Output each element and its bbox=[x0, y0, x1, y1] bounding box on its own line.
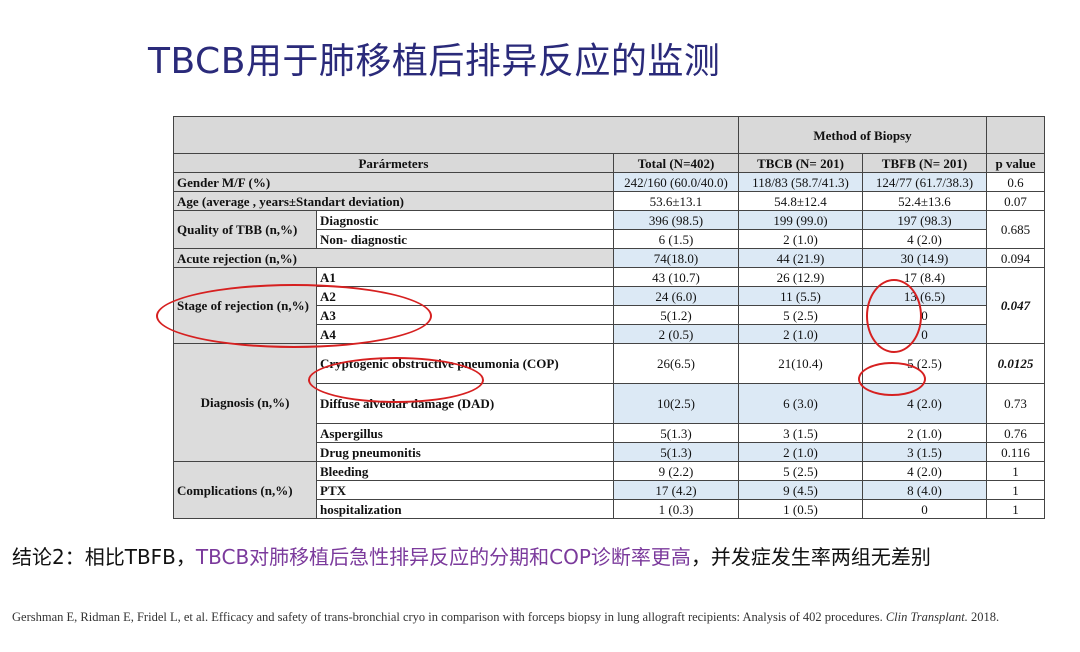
table-row: Age (average , years±Standart deviation)… bbox=[173, 191, 1045, 211]
conclusion-prefix: 结论2：相比TBFB， bbox=[12, 545, 196, 569]
reference-text: Gershman E, Ridman E, Fridel L, et al. E… bbox=[12, 610, 886, 624]
method-header: Method of Biopsy bbox=[738, 116, 987, 154]
conclusion-highlight: TBCB对肺移植后急性排异反应的分期和COP诊断率更高 bbox=[195, 545, 691, 569]
table-row: Diagnosis (n,%) Cryptogenic obstructive … bbox=[173, 343, 1045, 462]
reference-journal: Clin Transplant. bbox=[885, 610, 968, 624]
reference-year: 2018. bbox=[967, 610, 1000, 624]
header-blank-p bbox=[986, 116, 1045, 154]
conclusion-text: 结论2：相比TBFB，TBCB对肺移植后急性排异反应的分期和COP诊断率更高，并… bbox=[12, 543, 1072, 572]
table-row: hospitalization 1 (0.3) 1 (0.5) 0 1 bbox=[174, 499, 1045, 519]
col-tbcb: TBCB (N= 201) bbox=[738, 153, 863, 173]
page-title: TBCB用于肺移植后排异反应的监测 bbox=[148, 41, 721, 82]
table-row: Diffuse alveolar damage (DAD) 10(2.5) 6 … bbox=[174, 383, 1045, 424]
header-blank bbox=[173, 116, 739, 154]
table-row: Acute rejection (n,%) 74(18.0) 44 (21.9)… bbox=[173, 248, 1045, 268]
table-row: Quality of TBB (n,%) Diagnostic 396 (98.… bbox=[173, 210, 1045, 249]
table-row: A3 5(1.2) 5 (2.5) 0 bbox=[174, 305, 1045, 325]
reference: Gershman E, Ridman E, Fridel L, et al. E… bbox=[12, 609, 1072, 626]
col-total: Total (N=402) bbox=[613, 153, 739, 173]
results-table: Method of Biopsy Parármeters Total (N=40… bbox=[173, 116, 1045, 519]
table-row: Stage of rejection (n,%) A1 43 (10.7) 26… bbox=[173, 267, 1045, 344]
col-parameters: Parármeters bbox=[173, 153, 614, 173]
table-row: Complications (n,%) Bleeding 9 (2.2) 5 (… bbox=[173, 461, 1045, 519]
table-row: Aspergillus 5(1.3) 3 (1.5) 2 (1.0) 0.76 bbox=[174, 423, 1045, 443]
table-row: Non- diagnostic 6 (1.5) 2 (1.0) 4 (2.0) bbox=[174, 229, 1045, 249]
conclusion-suffix: ，并发症发生率两组无差别 bbox=[690, 545, 931, 569]
table-row: Gender M/F (%) 242/160 (60.0/40.0) 118/8… bbox=[173, 172, 1045, 192]
col-tbfb: TBFB (N= 201) bbox=[862, 153, 987, 173]
col-p: p value bbox=[986, 153, 1045, 173]
table-row: PTX 17 (4.2) 9 (4.5) 8 (4.0) 1 bbox=[174, 480, 1045, 500]
